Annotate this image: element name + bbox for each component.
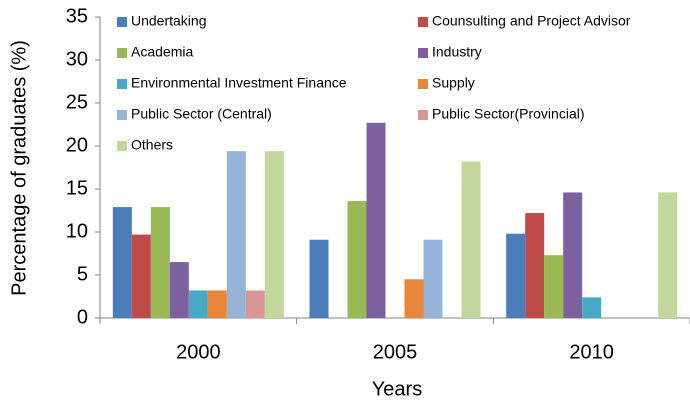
bar	[461, 161, 481, 318]
legend-label: Others	[131, 137, 173, 153]
bar	[264, 151, 284, 318]
y-tick-label: 25	[66, 91, 88, 113]
bar	[506, 233, 526, 318]
x-tick-label: 2010	[569, 341, 614, 363]
legend-label: Undertaking	[131, 13, 207, 29]
y-tick-label: 10	[66, 220, 88, 242]
legend-label: Environmental Investment Finance	[131, 75, 347, 91]
bar	[188, 290, 208, 318]
bar	[309, 239, 329, 318]
bar	[245, 290, 265, 318]
y-tick-label: 35	[66, 5, 88, 27]
y-tick-label: 30	[66, 48, 88, 70]
x-tick-label: 2005	[373, 341, 418, 363]
legend-label: Public Sector(Provincial)	[432, 106, 585, 122]
legend-swatch	[117, 48, 127, 58]
bar	[423, 239, 443, 318]
legend-swatch	[418, 17, 428, 27]
legend-swatch	[418, 48, 428, 58]
y-tick-label: 5	[77, 263, 88, 285]
bar	[404, 279, 424, 318]
bar	[169, 262, 189, 318]
y-axis-label: Percentage of graduates (%)	[8, 40, 30, 296]
bar	[563, 192, 583, 318]
legend-swatch	[117, 79, 127, 89]
bar	[112, 207, 132, 318]
legend-swatch	[117, 110, 127, 120]
bar	[366, 122, 386, 318]
x-axis-label: Years	[372, 378, 422, 400]
legend-swatch	[117, 17, 127, 27]
bar	[150, 207, 170, 318]
bar	[525, 213, 545, 318]
legend-swatch	[117, 141, 127, 151]
legend-swatch	[418, 79, 428, 89]
bar	[207, 290, 227, 318]
legend-label: Industry	[432, 44, 482, 60]
y-tick-label: 20	[66, 134, 88, 156]
legend-label: Public Sector (Central)	[131, 106, 272, 122]
legend-label: Academia	[131, 44, 193, 60]
x-tick-label: 2000	[176, 341, 221, 363]
bar	[347, 201, 367, 318]
bar	[131, 234, 151, 318]
y-tick-label: 0	[77, 306, 88, 328]
bar	[226, 151, 246, 318]
legend-label: Counsulting and Project Advisor	[432, 13, 631, 29]
bar	[658, 192, 678, 318]
legend-label: Supply	[432, 75, 475, 91]
legend-swatch	[418, 110, 428, 120]
bar	[544, 255, 564, 318]
y-tick-label: 15	[66, 177, 88, 199]
bar	[582, 297, 602, 318]
